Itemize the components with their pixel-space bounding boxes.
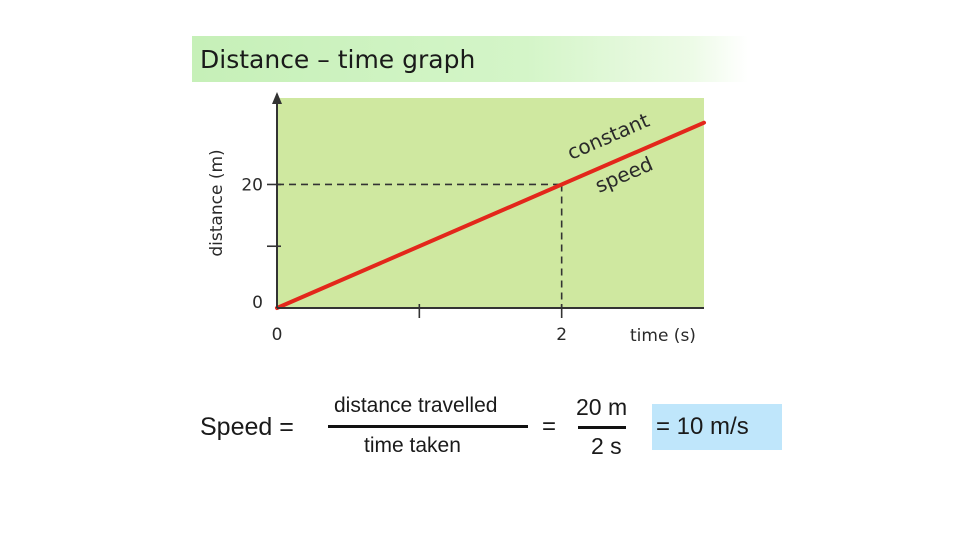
equals-sign: =	[542, 413, 557, 440]
formula-numerator: distance travelled	[334, 394, 498, 417]
x-tick-label-0: 0	[272, 325, 283, 345]
speed-label: Speed =	[200, 413, 294, 441]
y-tick-label-0: 0	[252, 293, 263, 313]
series-layer	[275, 120, 706, 310]
reference-guides	[277, 183, 563, 308]
slide-title: Distance – time graph	[200, 45, 476, 74]
fraction-line	[328, 425, 528, 428]
y-axis-label: distance (m)	[207, 149, 227, 256]
value-fraction-line	[578, 426, 626, 429]
y-tick-label-2: 20	[241, 175, 263, 195]
value-numerator: 20 m	[576, 394, 628, 420]
result-box: = 10 m/s	[652, 404, 782, 450]
formula-denominator: time taken	[364, 434, 461, 457]
series-line-0	[275, 120, 706, 310]
axes-layer	[272, 92, 704, 309]
x-axis-label: time (s)	[630, 326, 696, 346]
value-denominator: 2 s	[591, 433, 622, 459]
x-tick-label-2: 2	[556, 325, 567, 345]
title-banner: Distance – time graph	[192, 36, 748, 82]
plot-background	[277, 98, 704, 308]
y-axis-arrow	[272, 92, 282, 104]
result-text: = 10 m/s	[656, 413, 749, 440]
